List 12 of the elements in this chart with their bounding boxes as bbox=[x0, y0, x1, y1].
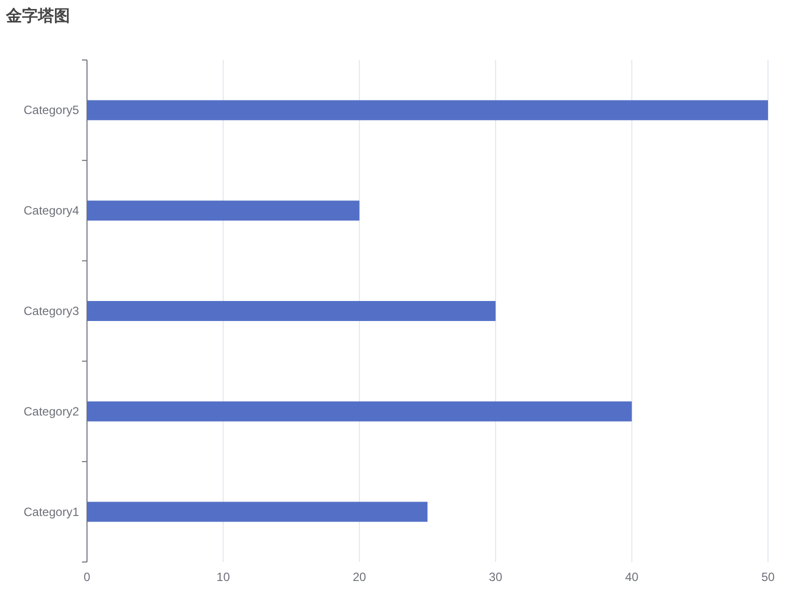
x-tick-label: 30 bbox=[488, 570, 503, 584]
y-tick-label: Category5 bbox=[24, 103, 80, 118]
x-tick-label: 20 bbox=[352, 570, 366, 584]
y-tick-label: Category2 bbox=[24, 404, 80, 418]
y-tick-label: Category4 bbox=[24, 204, 80, 218]
x-tick-label: 10 bbox=[216, 570, 230, 584]
title: 金字塔图 bbox=[6, 8, 70, 25]
x-tick-label: 40 bbox=[625, 570, 639, 584]
x-tick-label: 0 bbox=[84, 570, 91, 584]
y-tick-label: Category3 bbox=[24, 304, 80, 318]
x-tick-label: 50 bbox=[761, 570, 775, 584]
y-tick-label: Category1 bbox=[24, 504, 80, 519]
